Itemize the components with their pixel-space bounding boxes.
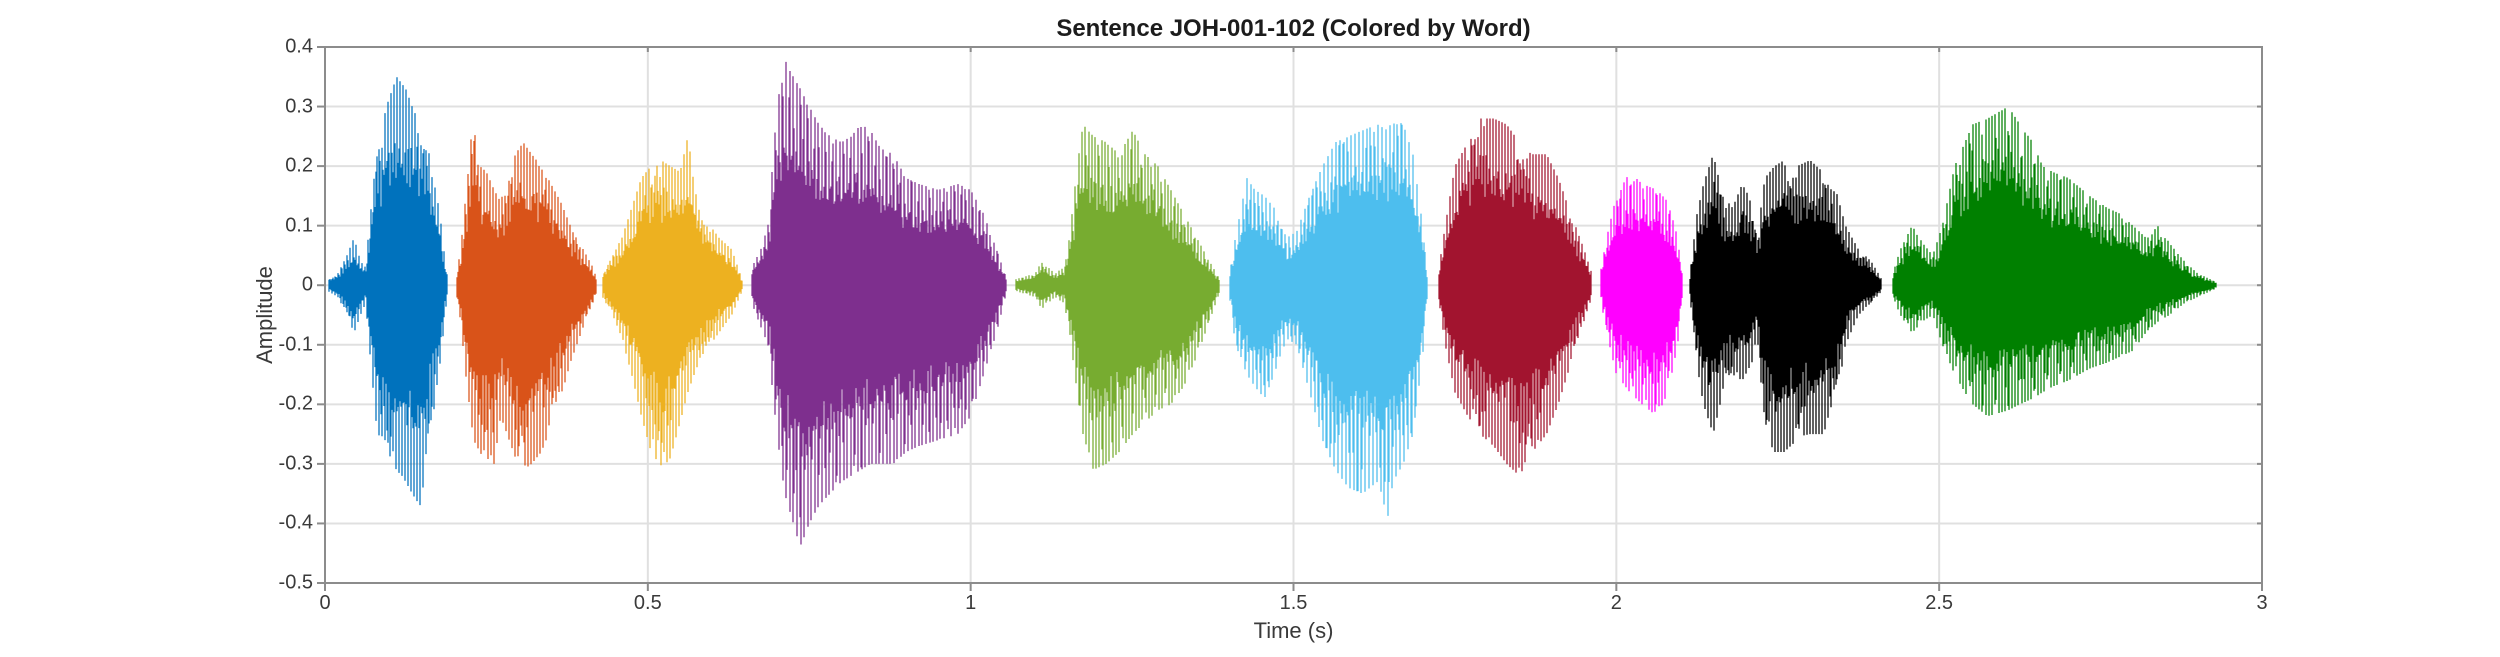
- waveform-word-segment-5: [1015, 126, 1220, 469]
- chart-title: Sentence JOH-001-102 (Colored by Word): [1056, 15, 1531, 42]
- x-tick-label: 3: [2256, 592, 2268, 614]
- y-tick-label: 0.2: [285, 154, 313, 177]
- waveform-word-segment-7: [1438, 118, 1592, 473]
- y-tick-label: -0.5: [278, 571, 313, 594]
- waveform-word-segment-1: [328, 77, 448, 506]
- waveform-word-segment-10: [1892, 108, 2217, 416]
- x-tick-label: 1.5: [1279, 592, 1308, 614]
- y-tick-label: -0.4: [278, 511, 313, 534]
- y-tick-label: 0.3: [285, 95, 313, 118]
- y-tick-label: -0.1: [278, 333, 313, 356]
- y-tick-label: 0.4: [285, 35, 313, 58]
- x-tick-label: 2.5: [1925, 592, 1954, 614]
- waveform-word-segment-8: [1600, 177, 1683, 413]
- waveform-word-segment-2: [456, 135, 597, 467]
- waveform-word-segment-9: [1689, 157, 1882, 452]
- x-tick-label: 1: [965, 592, 977, 614]
- x-tick-label: 0: [319, 592, 331, 614]
- y-tick-label: 0.1: [285, 214, 313, 237]
- x-tick-label: 2: [1610, 592, 1622, 614]
- y-axis-label: Amplitude: [252, 266, 277, 364]
- waveform-word-segment-3: [602, 140, 743, 466]
- waveform-word-segment-4: [751, 61, 1007, 545]
- x-tick-label: 0.5: [633, 592, 662, 614]
- y-tick-label: -0.3: [278, 452, 313, 475]
- x-axis-label: Time (s): [1253, 618, 1334, 643]
- y-tick-label: -0.2: [278, 392, 313, 415]
- waveform-word-segment-6: [1229, 123, 1428, 516]
- y-tick-label: 0: [301, 273, 313, 296]
